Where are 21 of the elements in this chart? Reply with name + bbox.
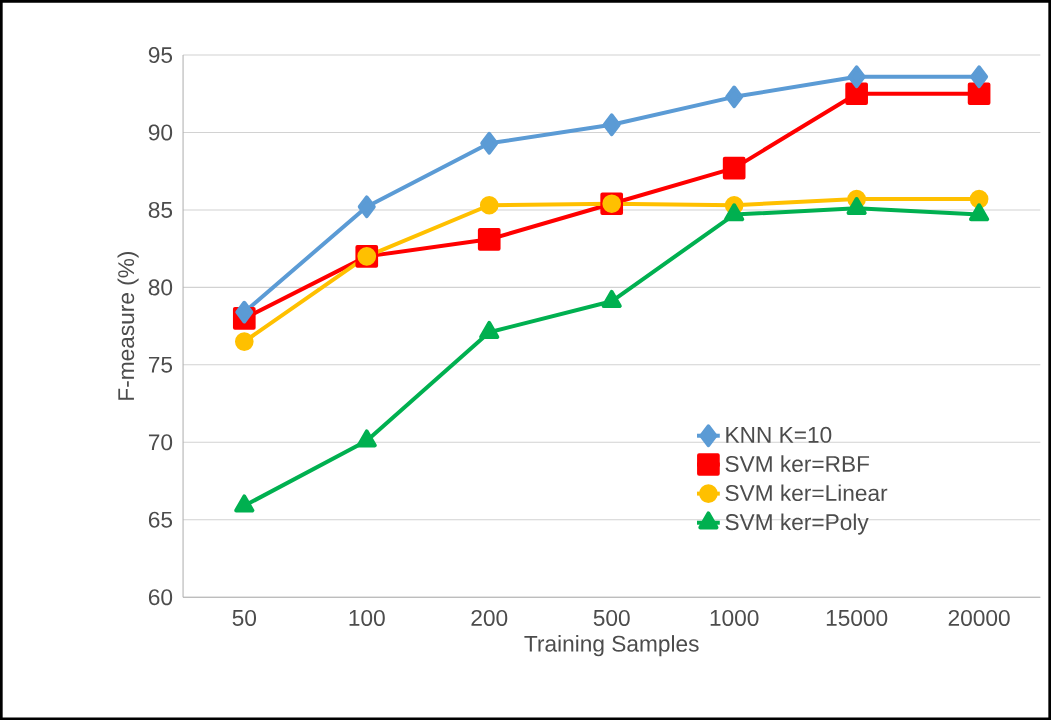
y-tick-label: 60 bbox=[148, 589, 173, 606]
x-tick-label: 1000 bbox=[710, 609, 759, 626]
x-tick-label: 20000 bbox=[948, 609, 1010, 626]
x-tick-label: 200 bbox=[471, 609, 508, 626]
legend-label: SVM ker=Poly bbox=[725, 513, 869, 535]
y-tick-label: 90 bbox=[148, 124, 173, 141]
legend-label: SVM ker=RBF bbox=[725, 455, 870, 472]
y-tick-label: 95 bbox=[148, 46, 173, 63]
legend-label: KNN K=10 bbox=[726, 426, 832, 443]
y-tick-label: 70 bbox=[148, 434, 173, 451]
y-tick-label: 65 bbox=[148, 511, 173, 528]
x-tick-label: 15000 bbox=[826, 609, 888, 626]
x-axis-title: Training Samples bbox=[524, 635, 699, 657]
x-tick-label: 100 bbox=[349, 609, 385, 626]
y-axis-title: F-measure (%) bbox=[117, 251, 139, 400]
y-tick-label: 80 bbox=[148, 279, 173, 296]
x-tick-label: 500 bbox=[593, 609, 630, 626]
y-tick-label: 85 bbox=[148, 201, 173, 218]
legend-label: SVM ker=Linear bbox=[725, 484, 888, 501]
x-tick-label: 50 bbox=[232, 609, 257, 626]
y-tick-label: 75 bbox=[148, 356, 173, 373]
